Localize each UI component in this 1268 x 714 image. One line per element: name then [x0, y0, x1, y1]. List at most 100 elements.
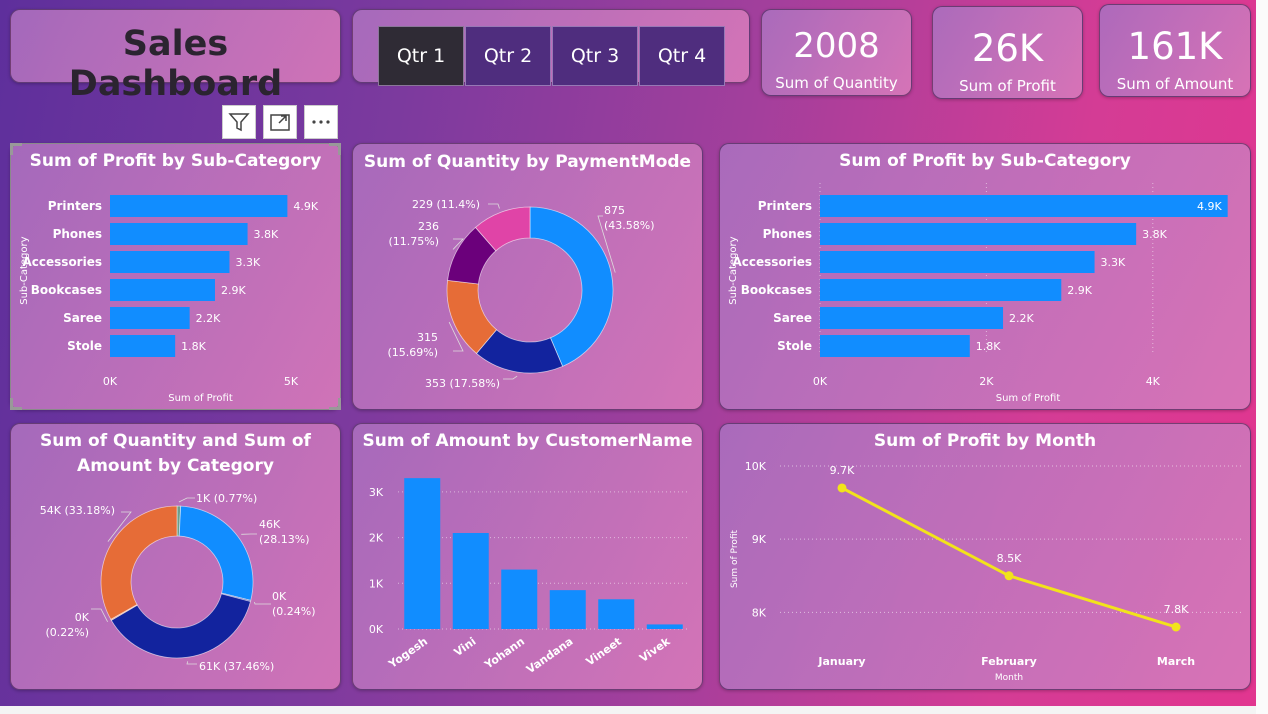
category-label: Vivek [637, 634, 673, 665]
bar [501, 569, 538, 629]
y-tick-label: 8K [752, 606, 767, 619]
resize-handle[interactable] [338, 143, 341, 155]
chart-profit-subcategory-right[interactable]: Sum of Profit by Sub-Category Printers 4.… [719, 143, 1251, 410]
y-tick-label: 2K [369, 532, 384, 545]
x-axis-title: Sum of Profit [996, 393, 1061, 404]
y-tick-label: 0K [369, 623, 384, 636]
bar [110, 223, 248, 245]
bar [110, 279, 215, 301]
resize-handle[interactable] [329, 143, 341, 146]
donut-slice [110, 593, 251, 659]
donut-chart-svg: 1K (0.77%)46K (28.13%) 0K (0.24%) 61K (37.46… [40, 492, 316, 673]
leader-line [597, 215, 616, 273]
chart-quantity-amount-category[interactable]: Sum of Quantity and Sum of Amount by Cat… [10, 423, 341, 690]
y-axis-title: Sub-Category [19, 236, 30, 304]
more-options-icon[interactable] [304, 105, 338, 139]
data-label: 0K [75, 611, 90, 624]
donut-slice [100, 505, 178, 620]
data-label: 2.2K [1009, 312, 1034, 325]
slicer-qtr-1[interactable]: Qtr 1 [378, 26, 464, 86]
chart-title: Sum of Profit by Sub-Category [29, 151, 322, 171]
leader-line [488, 203, 500, 209]
leader-line [452, 238, 464, 250]
slicer-qtr-4[interactable]: Qtr 4 [639, 26, 725, 86]
category-label: Yohann [481, 635, 526, 672]
data-label: 61K (37.46%) [199, 660, 274, 673]
data-label: 229 (11.4%) [412, 198, 480, 211]
x-tick-label: 0K [103, 375, 118, 388]
bar [820, 279, 1062, 301]
leader-line [91, 608, 108, 622]
kpi-value: 161K [1127, 25, 1223, 68]
data-label: (43.58%) [604, 219, 655, 232]
data-label: 875 [604, 204, 625, 217]
data-label: 3.3K [1101, 256, 1126, 269]
data-label: (11.75%) [388, 235, 439, 248]
donut-slice [529, 206, 614, 367]
category-label: Phones [763, 227, 812, 241]
leader-line [448, 321, 464, 352]
bar [549, 590, 586, 629]
bar [820, 195, 1228, 217]
bar [110, 307, 190, 329]
kpi-value: 2008 [793, 26, 880, 66]
bar-chart-svg: Printers 4.9K Phones 3.8K Accessories 3.3K Boo… [728, 183, 1228, 404]
focus-mode-icon[interactable] [263, 105, 297, 139]
chart-profit-subcategory-left[interactable]: Sum of Profit by Sub-Category Printers 4.… [10, 143, 341, 410]
data-label: 2.9K [221, 284, 246, 297]
chart-quantity-paymentmode[interactable]: Sum of Quantity by PaymentMode 875 (43.58… [352, 143, 703, 410]
x-axis-title: Sum of Profit [168, 393, 233, 404]
resize-handle[interactable] [10, 407, 22, 410]
bar [110, 195, 288, 217]
kpi-card-amount: 161K Sum of Amount [1099, 4, 1251, 97]
x-tick-label: 2K [979, 375, 994, 388]
resize-handle[interactable] [338, 398, 341, 410]
data-point [1171, 622, 1181, 632]
x-tick-label: February [981, 655, 1037, 668]
bar [110, 335, 176, 357]
page-scroll-gutter[interactable] [1256, 0, 1268, 714]
category-label: Vini [452, 635, 479, 659]
data-label: (15.69%) [387, 346, 438, 359]
data-label: 3.3K [235, 256, 260, 269]
leader-line [503, 375, 518, 380]
y-tick-label: 1K [369, 577, 384, 590]
chart-profit-month[interactable]: Sum of Profit by Month 8K 9K 10K 9.7K Januar… [719, 423, 1251, 690]
y-axis-title: Sub-Category [728, 236, 739, 304]
data-label: 7.8K [1164, 603, 1189, 616]
x-tick-label: 5K [284, 375, 299, 388]
data-label: 353 (17.58%) [425, 377, 500, 390]
chart-amount-customername[interactable]: Sum of Amount by CustomerName 0K 1K 2K 3K Yo… [352, 423, 703, 690]
category-label: Vineet [584, 635, 624, 669]
title-card: Sales Dashboard [10, 9, 341, 104]
donut-slice [474, 206, 531, 252]
x-tick-label: March [1157, 655, 1195, 668]
resize-handle[interactable] [10, 143, 22, 146]
kpi-card-profit: 26K Sum of Profit [932, 6, 1083, 99]
data-label: 2.9K [1067, 284, 1092, 297]
slicer-qtr-3[interactable]: Qtr 3 [552, 26, 638, 86]
x-tick-label: 0K [813, 375, 828, 388]
filter-icon[interactable] [222, 105, 256, 139]
data-label: 1K (0.77%) [196, 492, 257, 505]
category-label: Yogesh [385, 635, 430, 672]
data-label: (28.13%) [259, 533, 310, 546]
y-tick-label: 3K [369, 486, 384, 499]
resize-handle[interactable] [329, 407, 341, 410]
chart-title-line-2: Amount by Category [77, 456, 274, 476]
data-label: 1.8K [181, 340, 206, 353]
slicer-qtr-2[interactable]: Qtr 2 [465, 26, 551, 86]
leader-line [254, 601, 271, 605]
data-label: 9.7K [830, 464, 855, 477]
bar [646, 624, 683, 629]
donut-slice [178, 505, 254, 601]
bar [452, 533, 489, 629]
donut-chart-svg: 875 (43.58%) 353 (17.58%) 315 (15.69%) 236 (11… [387, 198, 655, 390]
data-point [1004, 571, 1014, 581]
resize-handle[interactable] [10, 398, 13, 410]
kpi-label: Sum of Profit [959, 77, 1056, 95]
kpi-card-quantity: 2008 Sum of Quantity [761, 9, 912, 96]
data-label: 8.5K [997, 552, 1022, 565]
resize-handle[interactable] [10, 143, 13, 155]
y-axis-title: Sum of Profit [730, 530, 740, 589]
